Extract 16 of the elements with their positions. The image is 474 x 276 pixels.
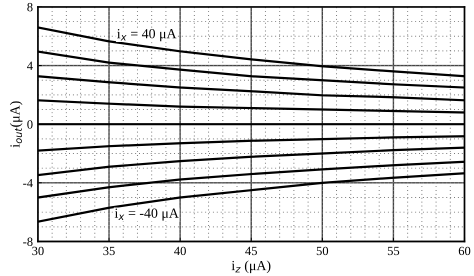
y-tick-label: 8 xyxy=(27,2,33,12)
x-tick-label: 55 xyxy=(388,246,400,256)
annotation: i$_{x}$ = -40 μA xyxy=(114,208,179,221)
annotation: i$_{x}$ = 40 μA xyxy=(117,28,176,42)
y-tick-label: 0 xyxy=(27,120,33,129)
x-tick-label: 30 xyxy=(32,246,44,256)
x-tick-label: 35 xyxy=(103,246,115,256)
x-tick-label: 45 xyxy=(245,246,257,256)
y-tick-label: -8 xyxy=(23,238,33,246)
y-axis-title: i$_{out}$(μA) xyxy=(10,101,22,148)
x-tick-label: 50 xyxy=(316,246,328,256)
y-tick-label: 4 xyxy=(27,62,33,70)
x-tick-label: 60 xyxy=(458,246,470,256)
x-tick-label: 40 xyxy=(174,246,186,256)
y-tick-label: -4 xyxy=(23,178,33,188)
x-axis-title: i$_{z}$ (μA) xyxy=(232,260,270,274)
